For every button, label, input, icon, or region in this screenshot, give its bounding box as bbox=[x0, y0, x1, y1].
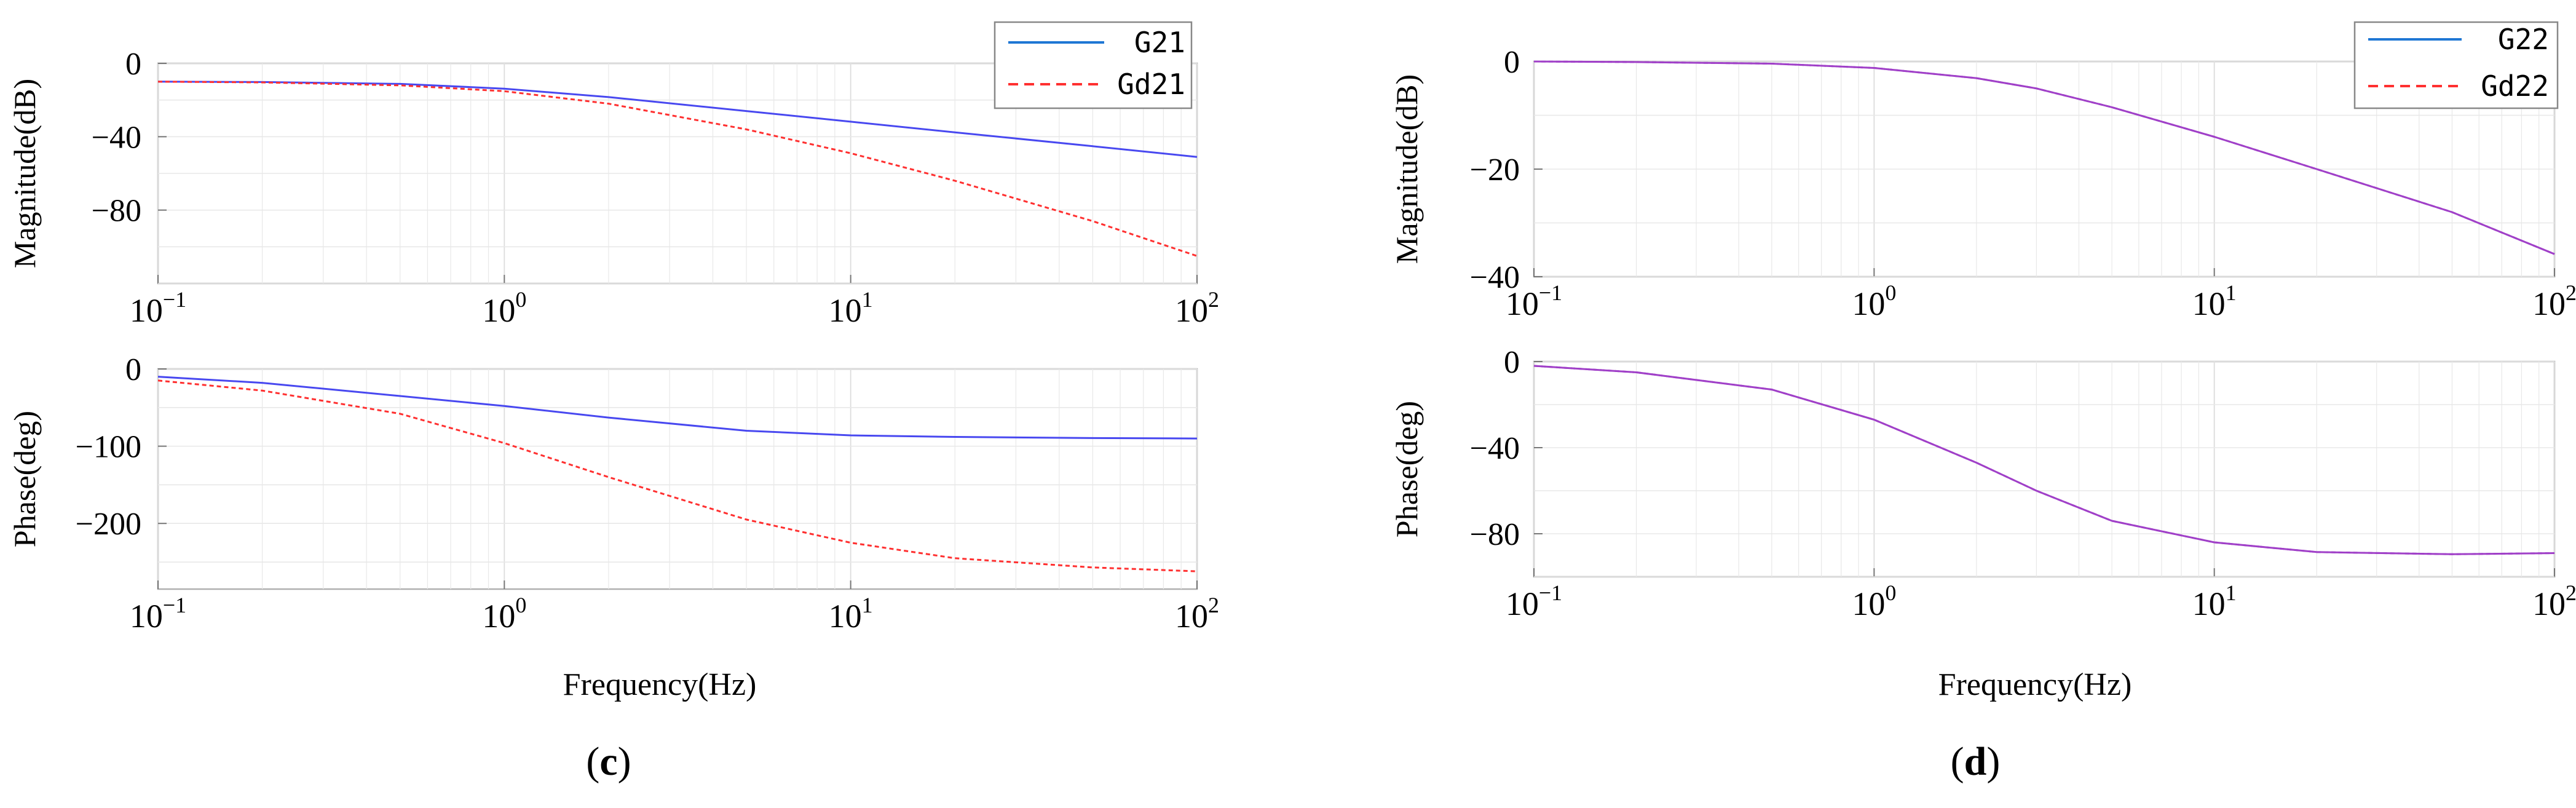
panel-c-phase-ytick-label: −200 bbox=[76, 507, 141, 542]
panel-c-mag-ylabel: Magnitude(dB) bbox=[7, 79, 42, 268]
panel-c-legend-label-g21: G21 bbox=[1134, 26, 1185, 59]
panel-c-phase-series-g21 bbox=[157, 376, 1198, 440]
panel-d-phase-plot: 10−1 100 101 102 0 −40 −80 Phase(deg) bbox=[1389, 345, 2576, 622]
panel-c-phase-ylabel: Phase(deg) bbox=[7, 411, 42, 547]
panel-d-phase-xtick-label: 102 bbox=[2532, 580, 2576, 622]
panel-d-mag-ytick-label: −20 bbox=[1470, 152, 1520, 188]
panel-d-phase-xtick-label: 101 bbox=[2192, 580, 2237, 622]
panel-d-phase-series-gd22 bbox=[1533, 365, 2555, 555]
panel-c-mag-ytick-label: −80 bbox=[92, 194, 141, 229]
panel-c-phase-plot: 10−1 100 101 102 0 −100 −200 Phase(deg) bbox=[7, 352, 1219, 635]
panel-d-legend-label-g22: G22 bbox=[2498, 23, 2549, 56]
panel-c-mag-xtick-label: 10−1 bbox=[130, 287, 186, 329]
panel-d-mag-ylabel: Magnitude(dB) bbox=[1389, 74, 1424, 264]
panel-d-phase-ytick-label: 0 bbox=[1504, 345, 1520, 380]
panel-c-xlabel: Frequency(Hz) bbox=[563, 667, 757, 702]
panel-d-phase-ytick-label: −80 bbox=[1470, 517, 1520, 552]
panel-d-mag-series-gd22 bbox=[1533, 60, 2555, 255]
panel-d-mag-xtick-label: 101 bbox=[2192, 280, 2237, 322]
panel-d-mag-xtick-label: 100 bbox=[1852, 280, 1896, 322]
panel-d-legend-box bbox=[2353, 21, 2559, 109]
panel-d-caption-letter: d bbox=[1964, 739, 1987, 784]
panel-c-mag-ytick-label: 0 bbox=[125, 47, 141, 82]
panel-c-legend-box bbox=[994, 21, 1193, 109]
panel-d-phase-xtick-label: 10−1 bbox=[1506, 580, 1562, 622]
panel-c-phase-frame bbox=[157, 368, 1198, 590]
panel-c-caption-letter: c bbox=[599, 739, 617, 784]
panel-c-phase-xtick-label: 102 bbox=[1175, 593, 1219, 635]
panel-c-mag-series-gd21 bbox=[157, 81, 1198, 257]
panel-d-phase-ytick-label: −40 bbox=[1470, 431, 1520, 466]
panel-c-phase-xtick-label: 100 bbox=[482, 593, 526, 635]
panel-d-mag-ytick-label: −40 bbox=[1470, 260, 1520, 295]
panel-d-phase-ylabel: Phase(deg) bbox=[1389, 401, 1424, 537]
panel-d-phase-frame bbox=[1533, 360, 2556, 578]
panel-c-mag-xtick-label: 101 bbox=[829, 287, 873, 329]
panel-c-phase-ytick-label: −100 bbox=[76, 430, 141, 465]
panel-c-legend-label-gd21: Gd21 bbox=[1117, 68, 1185, 101]
panel-c-phase-series-gd21 bbox=[157, 379, 1198, 572]
panel-d-mag-ytick-label: 0 bbox=[1504, 45, 1520, 80]
panel-c-legend: G21 Gd21 bbox=[994, 21, 1193, 109]
panel-d-mag-xtick-label: 10−1 bbox=[1506, 280, 1562, 322]
panel-d-caption: (d) bbox=[1951, 739, 2001, 784]
panel-c-mag-xtick-label: 102 bbox=[1175, 287, 1219, 329]
panel-d-legend: G22 Gd22 bbox=[2353, 21, 2559, 109]
panel-c-mag-ytick-label: −40 bbox=[92, 120, 141, 155]
panel-d-phase-xtick-label: 100 bbox=[1852, 580, 1896, 622]
panel-c-phase-xtick-label: 10−1 bbox=[130, 593, 186, 635]
panel-c-phase-xtick-label: 101 bbox=[829, 593, 873, 635]
panel-c-mag-xtick-label: 100 bbox=[482, 287, 526, 329]
panel-d-magnitude-plot: 10−1 100 101 102 0 −20 −40 Magnitude(dB) bbox=[1389, 45, 2576, 322]
panel-c-phase-ytick-label: 0 bbox=[125, 352, 141, 387]
panel-d-mag-xtick-label: 102 bbox=[2532, 280, 2576, 322]
panel-d-xlabel: Frequency(Hz) bbox=[1938, 667, 2132, 702]
panel-d-legend-label-gd22: Gd22 bbox=[2481, 69, 2549, 103]
panel-c-caption: (c) bbox=[586, 739, 631, 784]
